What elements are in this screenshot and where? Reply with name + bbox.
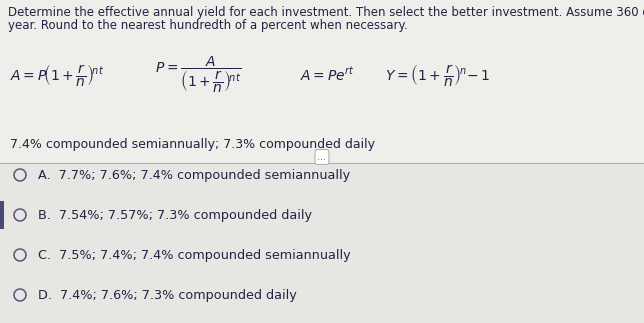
Text: ...: ... bbox=[317, 152, 327, 162]
Text: $P = \dfrac{A}{\left(1+\dfrac{r}{n}\right)^{\!nt}}$: $P = \dfrac{A}{\left(1+\dfrac{r}{n}\righ… bbox=[155, 55, 242, 95]
Text: Determine the effective annual yield for each investment. Then select the better: Determine the effective annual yield for… bbox=[8, 6, 644, 19]
Text: D.  7.4%; 7.6%; 7.3% compounded daily: D. 7.4%; 7.6%; 7.3% compounded daily bbox=[38, 288, 297, 301]
Text: $Y = \left(1+\dfrac{r}{n}\right)^{\!n}\!-1$: $Y = \left(1+\dfrac{r}{n}\right)^{\!n}\!… bbox=[385, 62, 490, 88]
Text: B.  7.54%; 7.57%; 7.3% compounded daily: B. 7.54%; 7.57%; 7.3% compounded daily bbox=[38, 209, 312, 222]
Text: A.  7.7%; 7.6%; 7.4% compounded semiannually: A. 7.7%; 7.6%; 7.4% compounded semiannua… bbox=[38, 169, 350, 182]
Text: year. Round to the nearest hundredth of a percent when necessary.: year. Round to the nearest hundredth of … bbox=[8, 19, 408, 32]
Text: $A = P\!\left(1+\dfrac{r}{n}\right)^{\!nt}$: $A = P\!\left(1+\dfrac{r}{n}\right)^{\!n… bbox=[10, 62, 104, 88]
Text: C.  7.5%; 7.4%; 7.4% compounded semiannually: C. 7.5%; 7.4%; 7.4% compounded semiannua… bbox=[38, 248, 350, 262]
Bar bbox=[0, 0, 644, 163]
Bar bbox=[0, 163, 644, 323]
Bar bbox=[0, 201, 4, 229]
Text: 7.4% compounded semiannually; 7.3% compounded daily: 7.4% compounded semiannually; 7.3% compo… bbox=[10, 138, 375, 151]
Text: $A = Pe^{rt}$: $A = Pe^{rt}$ bbox=[300, 66, 355, 84]
